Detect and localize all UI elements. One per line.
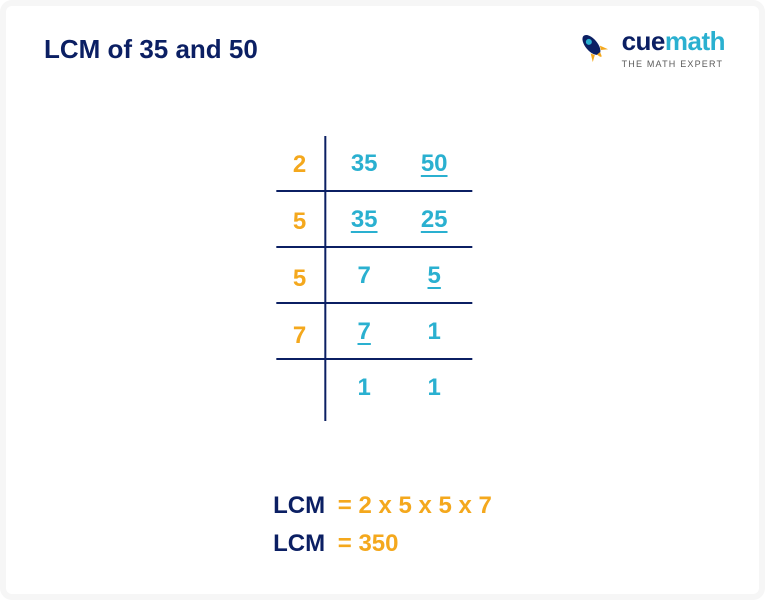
divisor-cell: 7	[293, 307, 306, 364]
brand-cue: cue	[622, 26, 665, 56]
result-block: LCM = 2 x 5 x 5 x 7 LCM = 350	[273, 492, 492, 558]
brand-logo: cuemath THE MATH EXPERT	[574, 26, 725, 69]
brand-math: math	[665, 26, 725, 56]
divisor-column: 2557	[293, 136, 324, 421]
value-grid: 35503525757111	[324, 136, 472, 421]
value-cell: 50	[414, 150, 454, 178]
title-prefix: LCM of	[44, 34, 139, 64]
title-a: 35	[139, 34, 168, 64]
value-row: 11	[326, 360, 472, 416]
value-row: 35 50	[326, 136, 472, 192]
page-title: LCM of 35 and 50	[44, 34, 258, 65]
brand-tagline: THE MATH EXPERT	[622, 59, 725, 69]
lcm-ladder: 2557 35503525757111	[293, 136, 472, 421]
value-row: 71	[326, 304, 472, 360]
brand-text: cuemath THE MATH EXPERT	[622, 26, 725, 69]
brand-name: cuemath	[622, 26, 725, 57]
result-expression: LCM = 2 x 5 x 5 x 7	[273, 492, 492, 520]
lcm-expr: = 2 x 5 x 5 x 7	[338, 492, 492, 519]
value-cell: 7	[344, 318, 384, 346]
title-b: 50	[229, 34, 258, 64]
lcm-label: LCM	[273, 530, 325, 557]
value-row: 35 25	[326, 192, 472, 248]
value-cell: 35	[344, 206, 384, 234]
value-cell: 25	[414, 206, 454, 234]
value-cell: 1	[344, 374, 384, 402]
divisor-cell: 5	[293, 250, 306, 307]
value-cell: 1	[414, 374, 454, 402]
value-row: 75	[326, 248, 472, 304]
lcm-value: = 350	[338, 530, 399, 557]
value-cell: 7	[344, 262, 384, 290]
title-mid: and	[168, 34, 229, 64]
result-value: LCM = 350	[273, 530, 398, 558]
divisor-cell	[293, 364, 306, 421]
value-cell: 1	[414, 318, 454, 346]
value-cell: 35	[344, 150, 384, 178]
rocket-icon	[574, 28, 614, 68]
divisor-cell: 2	[293, 136, 306, 193]
divisor-cell: 5	[293, 193, 306, 250]
value-cell: 5	[414, 262, 454, 290]
lcm-label: LCM	[273, 492, 325, 519]
